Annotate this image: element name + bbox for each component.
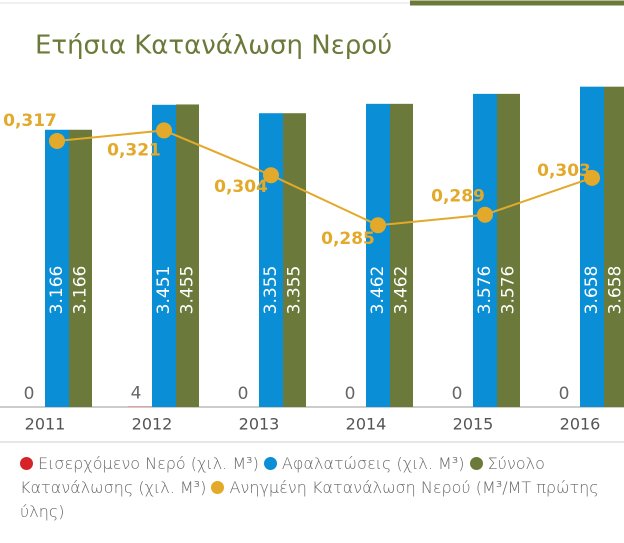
bar — [366, 103, 390, 408]
line-value-label: 0,304 — [214, 177, 268, 197]
line-point — [49, 132, 65, 149]
x-tick-label: 2015 — [453, 415, 494, 434]
legend-label: Σύνολο Κατανάλωσης (χιλ. M³) — [20, 454, 545, 497]
legend-label: Εισερχόμενο Νερό (χιλ. M³) — [38, 454, 259, 473]
bar-value-label: 0 — [238, 384, 249, 404]
x-tick-label: 2012 — [132, 415, 173, 434]
bar-value-label: 0 — [24, 384, 35, 404]
line-value-label: 0,289 — [431, 187, 485, 207]
bar-value-label: 3.166 — [47, 266, 67, 315]
bar-value-label: 4 — [131, 384, 142, 404]
legend-swatch — [211, 481, 225, 494]
bar — [473, 93, 497, 408]
bar — [580, 86, 604, 407]
legend-label: Αφαλατώσεις (χιλ. M³) — [281, 454, 465, 473]
legend-swatch — [469, 457, 483, 470]
bar — [176, 104, 199, 408]
bar-value-label: 3.451 — [154, 266, 174, 315]
line-value-label: 0,303 — [537, 161, 591, 181]
bar-value-label: 0 — [452, 384, 463, 404]
bar-value-label: 3.576 — [475, 266, 495, 315]
bar — [283, 113, 306, 407]
bar — [152, 104, 176, 407]
line — [56, 129, 593, 227]
line-value-label: 0,317 — [3, 111, 57, 131]
bar — [497, 93, 520, 408]
x-tick-label: 2013 — [239, 415, 280, 434]
line-point — [584, 169, 600, 186]
line-point — [477, 206, 493, 223]
line-point — [263, 167, 279, 184]
x-tick-label: 2016 — [560, 415, 601, 434]
line-value-label: 0,285 — [321, 229, 375, 249]
legend-label: Ανηγμένη Κατανάλωση Νερού (M³/MT πρώτης … — [20, 478, 599, 521]
bar-value-label: 3.455 — [178, 266, 198, 315]
line-point — [370, 217, 386, 234]
bar-value-label: 3.462 — [368, 266, 388, 315]
bar-value-label: 3.355 — [285, 266, 305, 315]
chart-title: Ετήσια Κατανάλωση Νερού — [35, 31, 392, 61]
bar-value-label: 3.658 — [606, 266, 624, 315]
bar-value-label: 3.658 — [582, 266, 602, 315]
x-tick-label: 2014 — [346, 415, 387, 434]
bar — [45, 129, 69, 407]
bar — [604, 86, 624, 407]
legend-swatch — [20, 457, 33, 470]
chart: Ετήσια Κατανάλωση Νερού 2011 2012 2013 2014… — [0, 0, 624, 443]
bar-value-label: 3.166 — [71, 266, 91, 315]
line-value-label: 0,321 — [107, 140, 161, 160]
bar-value-label: 0 — [345, 384, 356, 404]
bar — [69, 129, 92, 407]
legend-swatch — [263, 457, 277, 470]
bar — [390, 103, 413, 408]
bar-value-label: 3.355 — [261, 266, 281, 315]
bar-value-label: 3.462 — [392, 266, 412, 315]
bar — [259, 113, 283, 407]
x-tick-label: 2011 — [25, 415, 66, 434]
bar-value-label: 3.576 — [499, 266, 519, 315]
bar-value-label: 0 — [559, 384, 570, 404]
line-point — [156, 122, 172, 139]
legend: Εισερχόμενο Νερό (χιλ. M³) Αφαλατώσεις (… — [20, 452, 615, 524]
